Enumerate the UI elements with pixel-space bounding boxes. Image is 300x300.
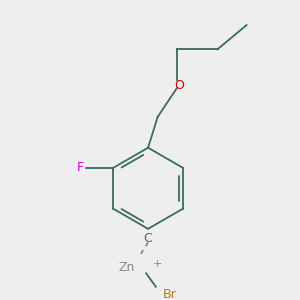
Text: O: O (174, 80, 184, 92)
Text: Zn: Zn (118, 261, 135, 274)
Text: Br: Br (163, 288, 176, 300)
Text: F: F (77, 161, 84, 175)
Text: +: + (153, 259, 162, 269)
Text: C: C (144, 232, 152, 245)
